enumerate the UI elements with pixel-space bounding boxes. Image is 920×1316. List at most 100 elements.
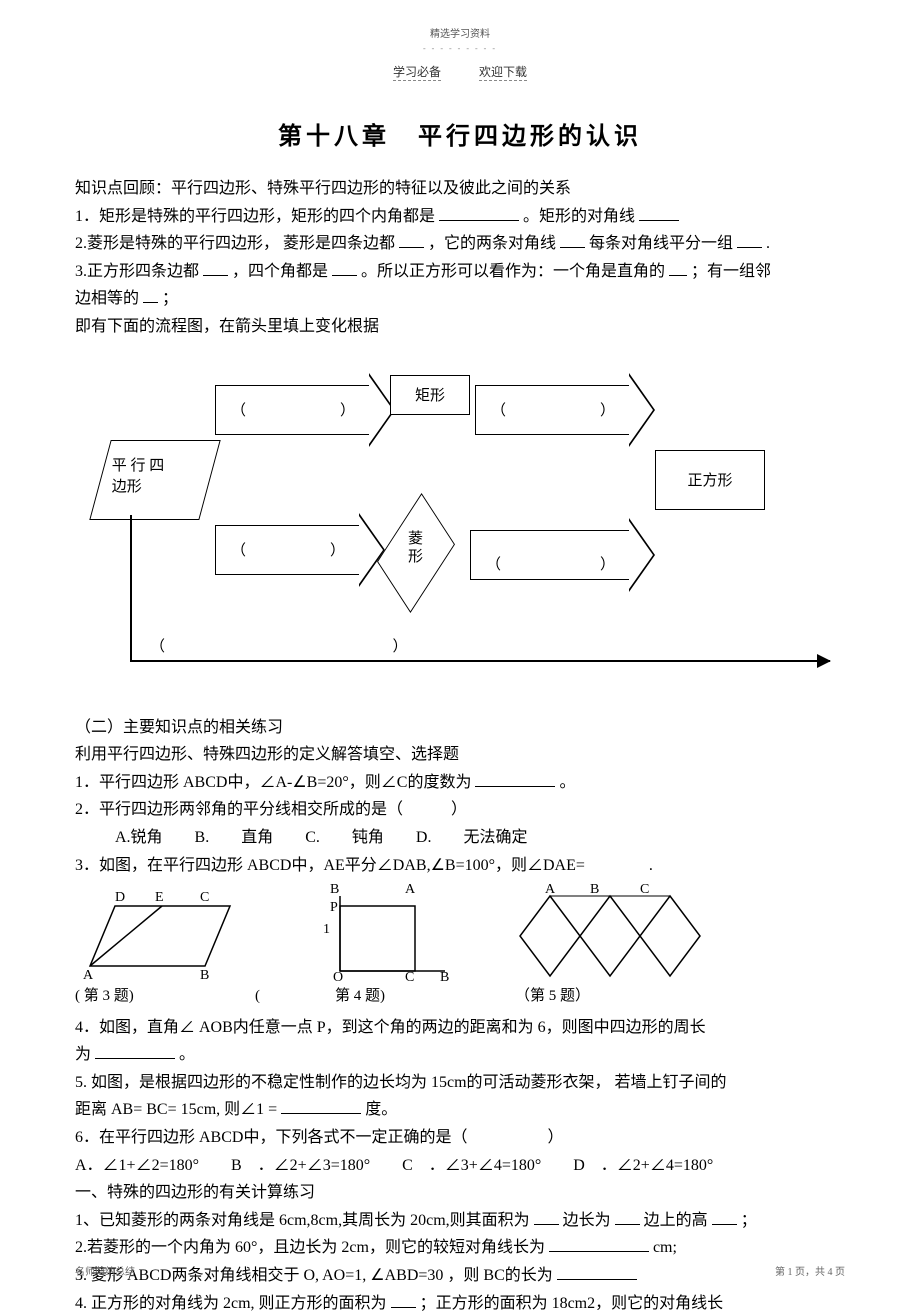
q2: 2．平行四边形两邻角的平分线相交所成的是（ ） bbox=[75, 797, 845, 823]
intro-line1: 1．矩形是特殊的平行四边形，矩形的四个内角都是 。矩形的对角线 bbox=[75, 204, 845, 230]
svg-text:A: A bbox=[405, 882, 416, 897]
svg-text:C: C bbox=[405, 970, 414, 981]
blank bbox=[737, 232, 762, 248]
blank bbox=[332, 260, 357, 276]
blank bbox=[639, 205, 679, 221]
q6opts: A．∠1+∠2=180° B ．∠2+∠3=180° C ．∠3+∠4=180°… bbox=[75, 1153, 845, 1179]
p1: 1、已知菱形的两条对角线是 6cm,8cm,其周长为 20cm,则其面积为 边长… bbox=[75, 1208, 845, 1234]
fig3-svg: D E C A B bbox=[75, 886, 265, 981]
q4b: 为 。 bbox=[75, 1042, 845, 1068]
fig4: A B P 1 O C B bbox=[305, 881, 475, 981]
section2-header: （二）主要知识点的相关练习 bbox=[75, 715, 845, 741]
cap2: ( 第 4 题) bbox=[255, 984, 515, 1010]
svg-text:C: C bbox=[640, 882, 649, 897]
t: ；正方形的面积为 18cm2，则它的对角线长 bbox=[420, 1295, 724, 1312]
svg-text:C: C bbox=[200, 890, 209, 905]
svg-text:B: B bbox=[200, 968, 209, 981]
blank bbox=[95, 1043, 175, 1059]
t: 1、已知菱形的两条对角线是 6cm,8cm,其周长为 20cm,则其面积为 bbox=[75, 1212, 530, 1229]
t: （ bbox=[231, 539, 246, 560]
sub2: 一、特殊的四边形的有关计算练习 bbox=[75, 1180, 845, 1206]
header-dots: - - - - - - - - - bbox=[75, 44, 845, 53]
arrow-top2: （ ） bbox=[475, 385, 630, 435]
p4: 4. 正方形的对角线为 2cm, 则正方形的面积为 ；正方形的面积为 18cm2… bbox=[75, 1291, 845, 1316]
cap3: （第 5 题） bbox=[515, 984, 590, 1010]
t: cm; bbox=[653, 1239, 677, 1256]
arrow-bot2: （ ） bbox=[470, 530, 630, 580]
intro-line2: 2.菱形是特殊的平行四边形， 菱形是四条边都 ，它的两条对角线 每条对角线平分一… bbox=[75, 231, 845, 257]
t: 距离 AB= BC= 15cm, 则∠1 = bbox=[75, 1101, 277, 1118]
svg-text:P: P bbox=[330, 900, 338, 915]
blank bbox=[669, 260, 687, 276]
q6: 6．在平行四边形 ABCD中，下列各式不一定正确的是（ ） bbox=[75, 1125, 845, 1151]
page-title: 第十八章 平行四边形的认识 bbox=[75, 116, 845, 151]
t: （ bbox=[486, 553, 501, 574]
arrow-top1: （ ） bbox=[215, 385, 370, 435]
t: ） bbox=[600, 553, 615, 574]
t: 平 行 四 bbox=[112, 458, 165, 474]
q3: 3．如图，在平行四边形 ABCD中，AE平分∠DAB,∠B=100°，则∠DAE… bbox=[75, 853, 845, 879]
arrow-bot1: （ ） bbox=[215, 525, 360, 575]
footer: 名师归纳总结 第 1 页，共 4 页 bbox=[75, 1263, 845, 1278]
t: ，四个角都是 bbox=[232, 263, 328, 280]
t: （ bbox=[150, 639, 165, 655]
t: 矩形 bbox=[415, 384, 445, 405]
header-sub: 学习必备 欢迎下载 bbox=[75, 63, 845, 81]
t: 1．矩形是特殊的平行四边形，矩形的四个内角都是 bbox=[75, 208, 435, 225]
header-right: 欢迎下载 bbox=[479, 63, 527, 81]
svg-text:A: A bbox=[545, 882, 556, 897]
t: 。 bbox=[559, 774, 575, 791]
t: ，它的两条对角线 bbox=[428, 235, 556, 252]
t: 。矩形的对角线 bbox=[523, 208, 635, 225]
svg-text:1: 1 bbox=[323, 922, 330, 937]
fig3: D E C A B bbox=[75, 886, 265, 981]
svg-text:E: E bbox=[155, 890, 164, 905]
t: 形 bbox=[408, 549, 423, 565]
fig5-svg: A B C bbox=[515, 881, 725, 981]
q5a: 5. 如图，是根据四边形的不稳定性制作的边长均为 15cm的可活动菱形衣架， 若… bbox=[75, 1070, 845, 1096]
footer-left: 名师归纳总结 bbox=[75, 1263, 135, 1278]
q1: 1．平行四边形 ABCD中，∠A-∠B=20°，则∠C的度数为 。 bbox=[75, 770, 845, 796]
blank bbox=[439, 205, 519, 221]
svg-text:O: O bbox=[333, 970, 343, 981]
section2: （二）主要知识点的相关练习 利用平行四边形、特殊四边形的定义解答填空、选择题 1… bbox=[75, 715, 845, 1316]
t: 。所以正方形可以看作为：一个角是直角的 bbox=[361, 263, 665, 280]
header-left: 学习必备 bbox=[393, 63, 441, 81]
cap1: ( 第 3 题) bbox=[75, 984, 255, 1010]
long-arrow-label: （ ） bbox=[150, 635, 408, 656]
svg-text:B: B bbox=[440, 970, 449, 981]
flowchart-diagram: 平 行 四 边形 （ ） 矩形 （ ） （ ） 菱 形 bbox=[75, 355, 845, 695]
t: 每条对角线平分一组 bbox=[589, 235, 733, 252]
t: 4. 正方形的对角线为 2cm, 则正方形的面积为 bbox=[75, 1295, 387, 1312]
blank bbox=[534, 1209, 559, 1225]
long-arrow-turn bbox=[130, 515, 132, 660]
t: ） bbox=[600, 399, 615, 420]
blank bbox=[203, 260, 228, 276]
rhombus-label: 菱 形 bbox=[408, 530, 423, 566]
blank bbox=[475, 771, 555, 787]
t: 菱 bbox=[408, 531, 423, 547]
svg-text:B: B bbox=[330, 882, 339, 897]
t: 1．平行四边形 ABCD中，∠A-∠B=20°，则∠C的度数为 bbox=[75, 774, 471, 791]
figures-row: D E C A B A B P 1 O C B bbox=[75, 881, 845, 981]
svg-text:A: A bbox=[83, 968, 94, 981]
node-parallelogram: 平 行 四 边形 bbox=[89, 440, 220, 520]
t: 正方形 bbox=[687, 469, 732, 490]
node-square: 正方形 bbox=[655, 450, 765, 510]
footer-right: 第 1 页，共 4 页 bbox=[775, 1263, 845, 1278]
t: 边形 bbox=[112, 479, 142, 495]
t: ） bbox=[340, 399, 355, 420]
t: 。 bbox=[179, 1046, 195, 1063]
t: 边长为 bbox=[563, 1212, 611, 1229]
t: ； bbox=[162, 290, 178, 307]
section2-sub1: 利用平行四边形、特殊四边形的定义解答填空、选择题 bbox=[75, 742, 845, 768]
t: 度。 bbox=[365, 1101, 397, 1118]
p2: 2.若菱形的一个内角为 60°，且边长为 2cm，则它的较短对角线长为 cm; bbox=[75, 1235, 845, 1261]
t: 2.菱形是特殊的平行四边形， 菱形是四条边都 bbox=[75, 235, 395, 252]
node-rect: 矩形 bbox=[390, 375, 470, 415]
blank bbox=[560, 232, 585, 248]
q4a: 4．如图，直角∠ AOB内任意一点 P，到这个角的两边的距离和为 6，则图中四边… bbox=[75, 1015, 845, 1041]
intro-line3e: 边相等的 ； bbox=[75, 286, 845, 312]
t: ） bbox=[393, 639, 408, 655]
blank bbox=[281, 1098, 361, 1114]
